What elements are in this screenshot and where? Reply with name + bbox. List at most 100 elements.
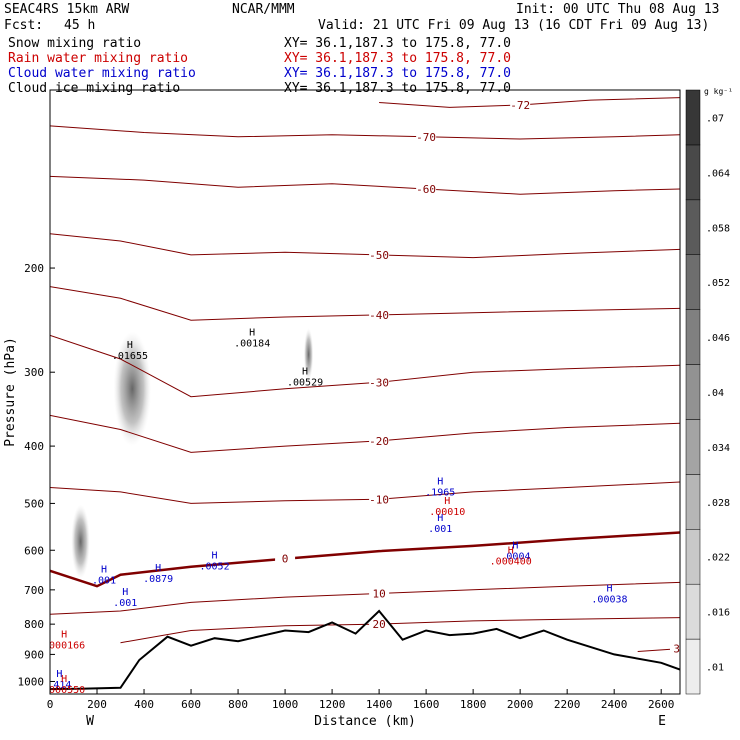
- x-tick-label-11: 2200: [554, 698, 581, 711]
- maximum-value-9: .0879: [143, 574, 173, 585]
- maximum-value-13: .000166: [43, 641, 85, 652]
- isotherm-7: [50, 481, 680, 504]
- isotherm-6: [50, 414, 680, 453]
- org-label: NCAR/MMM: [232, 2, 295, 17]
- x-tick-label-10: 2000: [507, 698, 534, 711]
- maximum-value-11: .001: [113, 598, 137, 609]
- isotherm-label-6: -20: [369, 435, 389, 448]
- colorbar-unit: g kg⁻¹: [704, 87, 733, 96]
- hydrometeor-patch-2: [303, 328, 314, 381]
- x-tick-label-7: 1400: [366, 698, 393, 711]
- y-tick-label-7: 900: [24, 648, 44, 661]
- maximum-value-14: .414: [47, 680, 71, 691]
- isotherm-label-0: -72: [510, 99, 530, 112]
- isotherm-label-bg-11: [670, 642, 680, 655]
- legend-cloud-ice-name: Cloud ice mixing ratio: [8, 81, 181, 96]
- maximum-symbol-10: H: [212, 551, 218, 562]
- colorbar-label-9: .064: [706, 168, 730, 179]
- x-tick-label-2: 400: [134, 698, 154, 711]
- init-time: Init: 00 UTC Thu 08 Aug 13: [516, 2, 720, 17]
- maximum-value-7: .000400: [490, 556, 532, 567]
- x-tick-label-9: 1800: [460, 698, 487, 711]
- model-title: SEAC4RS 15km ARW: [4, 2, 130, 17]
- isotherm-9: [50, 581, 680, 615]
- maximum-value-10: .0052: [199, 562, 229, 573]
- maximum-value-0: .01655: [112, 351, 148, 362]
- x-tick-label-13: 2600: [648, 698, 675, 711]
- plot-frame: [49, 89, 681, 695]
- maximum-symbol-11: H: [122, 587, 128, 598]
- isotherm-1: [50, 125, 680, 140]
- colorbar-label-0: .01: [706, 663, 724, 674]
- isotherm-label-3: -50: [369, 249, 389, 262]
- fcst-label: Fcst:: [4, 18, 44, 33]
- colorbar-label-8: .058: [706, 223, 730, 234]
- colorbar-label-2: .022: [706, 553, 730, 564]
- colorbar-segment-0: [685, 638, 701, 695]
- isotherm-5: [50, 334, 680, 398]
- maximum-value-5: .00010: [429, 507, 465, 518]
- isotherm-label-bg-4: [369, 308, 390, 321]
- isotherm-label-bg-8: [275, 552, 296, 565]
- isotherm-label-2: -60: [416, 183, 436, 196]
- isotherm-label-bg-5: [369, 376, 390, 389]
- y-tick-label-0: 200: [24, 262, 44, 275]
- isotherm-2: [50, 175, 680, 195]
- colorbar-label-3: .028: [706, 498, 730, 509]
- maximum-value-12: .00038: [591, 594, 627, 605]
- x-tick-label-0: 0: [47, 698, 54, 711]
- colorbar-label-6: .046: [706, 333, 730, 344]
- isotherm-label-9: 10: [372, 587, 385, 600]
- x-end-label-east: E: [658, 714, 666, 729]
- isotherm-10: [120, 617, 680, 644]
- isotherm-label-11: 30: [673, 643, 686, 656]
- legend-snow-name: Snow mixing ratio: [8, 36, 142, 51]
- y-tick-label-1: 300: [24, 366, 44, 379]
- colorbar-segment-10: [685, 89, 701, 146]
- y-tick-label-3: 500: [24, 497, 44, 510]
- isotherm-label-bg-2: [416, 182, 437, 195]
- maximum-value-6: .0004: [500, 551, 530, 562]
- colorbar-segment-1: [685, 583, 701, 640]
- legend-cloud-water-name: Cloud water mixing ratio: [8, 66, 196, 81]
- legend-rain-name: Rain water mixing ratio: [8, 51, 189, 66]
- colorbar-segment-6: [685, 309, 701, 365]
- isotherm-label-5: -30: [369, 376, 389, 389]
- x-tick-label-12: 2400: [601, 698, 628, 711]
- isotherm-label-10: 20: [372, 618, 385, 631]
- maximum-symbol-12: H: [606, 583, 612, 594]
- maximum-symbol-14: H: [56, 669, 62, 680]
- colorbar-label-5: .04: [706, 388, 724, 399]
- colorbar-segment-8: [685, 199, 701, 255]
- legend-rain-xy: XY= 36.1,187.3 to 175.8, 77.0: [284, 51, 511, 66]
- colorbar-label-4: .034: [706, 443, 730, 454]
- maximum-symbol-5: H: [444, 496, 450, 507]
- isotherm-label-bg-1: [416, 130, 437, 143]
- isotherm-label-bg-10: [369, 618, 390, 631]
- isotherm-3: [50, 233, 680, 259]
- y-tick-label-2: 400: [24, 440, 44, 453]
- maximum-value-4: .001: [428, 524, 452, 535]
- isotherm-label-1: -70: [416, 131, 436, 144]
- maximum-value-2: .00529: [287, 377, 323, 388]
- maximum-symbol-2: H: [302, 366, 308, 377]
- maximum-symbol-0: H: [127, 340, 133, 351]
- y-tick-label-6: 800: [24, 618, 44, 631]
- valid-time: Valid: 21 UTC Fri 09 Aug 13 (16 CDT Fri …: [318, 18, 710, 33]
- colorbar-segment-4: [685, 419, 701, 475]
- y-axis-label: Pressure (hPa): [3, 337, 18, 447]
- x-end-label-west: W: [86, 714, 94, 729]
- isotherm-label-bg-9: [369, 587, 390, 600]
- isotherm-label-bg-7: [369, 493, 390, 506]
- y-tick-label-5: 700: [24, 584, 44, 597]
- isotherm-4: [50, 286, 680, 321]
- x-tick-label-1: 200: [87, 698, 107, 711]
- legend-cloud-water-xy: XY= 36.1,187.3 to 175.8, 77.0: [284, 66, 511, 81]
- isotherm-label-bg-6: [369, 434, 390, 447]
- maximum-value-8: .001: [92, 576, 116, 587]
- legend-snow-xy: XY= 36.1,187.3 to 175.8, 77.0: [284, 36, 511, 51]
- maximum-value-1: .00184: [234, 338, 270, 349]
- x-tick-label-6: 1200: [319, 698, 346, 711]
- maximum-symbol-6: H: [512, 540, 518, 551]
